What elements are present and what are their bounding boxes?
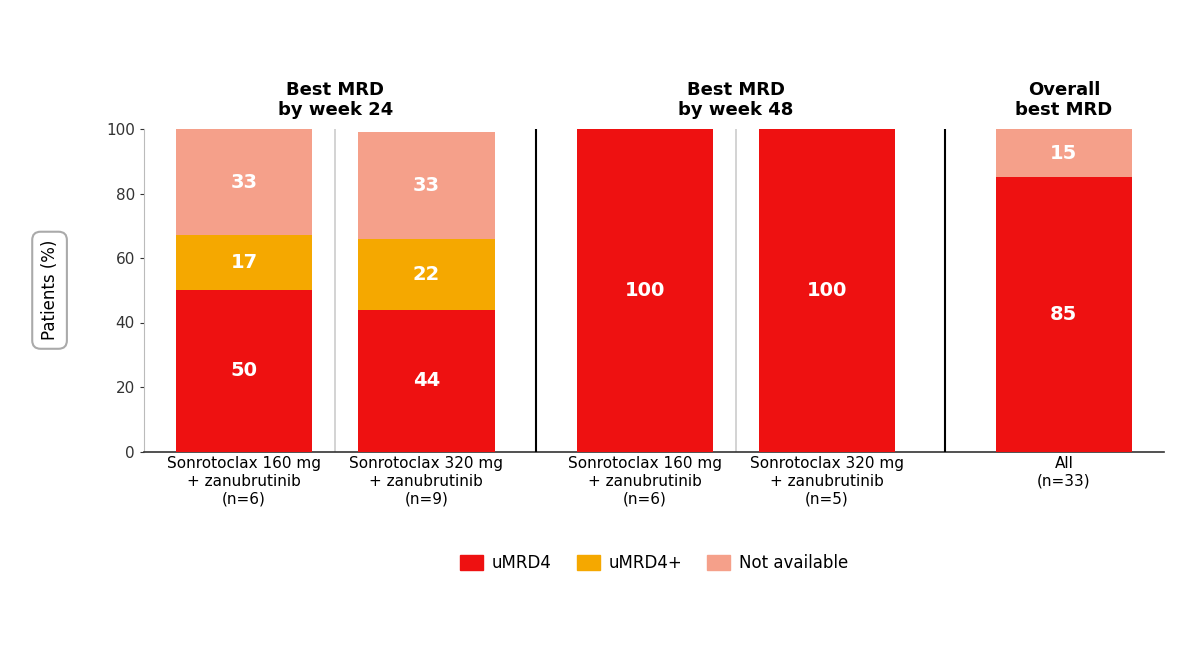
Text: 33: 33 (413, 176, 440, 195)
Text: Best MRD
by week 48: Best MRD by week 48 (678, 81, 793, 119)
Bar (996, 177, 1132, 452)
Text: 17: 17 (230, 253, 258, 272)
Text: 44: 44 (413, 371, 440, 390)
Text: 100: 100 (625, 281, 665, 300)
Text: 85: 85 (1050, 305, 1078, 324)
Bar (358, 132, 494, 239)
Bar (176, 235, 312, 290)
Text: 33: 33 (230, 173, 258, 192)
Text: Overall
best MRD: Overall best MRD (1015, 81, 1112, 119)
Legend: uMRD4, uMRD4+, Not available: uMRD4, uMRD4+, Not available (454, 548, 854, 579)
Text: 100: 100 (806, 281, 847, 300)
Bar (358, 239, 494, 310)
Bar (996, 129, 1132, 177)
Text: 22: 22 (413, 264, 440, 284)
Bar (358, 310, 494, 451)
Bar (758, 129, 895, 451)
Text: Best MRD
by week 24: Best MRD by week 24 (277, 81, 392, 119)
Bar (176, 129, 312, 235)
Text: 50: 50 (230, 361, 258, 381)
Bar (576, 129, 713, 451)
Text: Patients (%): Patients (%) (41, 240, 59, 341)
Text: 15: 15 (1050, 144, 1078, 163)
Bar (176, 290, 312, 452)
